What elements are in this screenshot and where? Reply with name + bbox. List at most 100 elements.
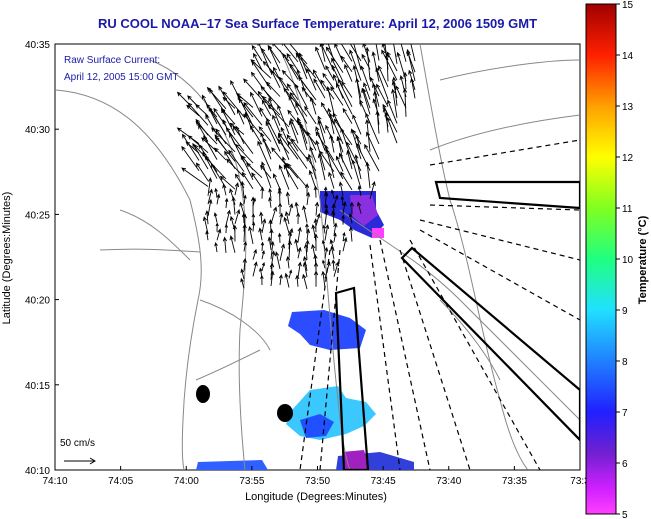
current-vector-arrow xyxy=(252,248,257,260)
current-vector-arrow xyxy=(240,277,245,289)
current-vector-arrow xyxy=(270,250,276,270)
current-vector-arrow xyxy=(290,138,308,160)
current-vector-arrow xyxy=(235,143,254,164)
colorbar-tick-label: 7 xyxy=(622,408,628,419)
current-vector-arrow xyxy=(329,134,335,153)
colorbar-tick-label: 12 xyxy=(622,153,634,164)
current-vector-arrow xyxy=(406,48,416,82)
colorbar-tick-label: 11 xyxy=(622,204,633,215)
current-vector-arrow xyxy=(251,44,263,62)
box-east xyxy=(434,180,580,210)
current-vector-arrow xyxy=(222,91,245,118)
current-vector-arrow xyxy=(403,71,408,90)
current-vector-arrow xyxy=(309,146,317,163)
current-vector-arrow xyxy=(277,202,283,215)
current-vector-arrow xyxy=(362,44,371,63)
current-vector-arrow xyxy=(333,261,340,277)
current-vector-arrow xyxy=(246,162,263,179)
buoy-marker-1 xyxy=(196,385,210,403)
current-vector-arrow xyxy=(294,201,299,214)
current-vector-arrow xyxy=(302,205,308,223)
current-vector-arrow xyxy=(224,223,229,234)
sst-patch-bottom-warm xyxy=(342,450,370,470)
current-vector-arrow xyxy=(270,240,275,260)
current-vector-arrow xyxy=(181,167,209,187)
x-tick-label: 73:55 xyxy=(239,476,264,487)
current-vector-arrow xyxy=(364,143,380,172)
x-tick-label: 74:05 xyxy=(108,476,133,487)
current-vector-arrow xyxy=(286,163,308,188)
current-vector-arrow xyxy=(342,201,347,214)
current-vector-arrow xyxy=(331,210,336,225)
current-vector-arrow xyxy=(288,269,293,279)
x-axis-ticks: 74:10 74:05 74:00 73:55 73:50 73:45 73:40 73:35… xyxy=(42,466,590,487)
current-vector-arrow xyxy=(278,164,290,190)
current-vector-arrow xyxy=(333,118,353,146)
current-vector-arrow xyxy=(207,177,213,196)
current-vector-arrow xyxy=(336,82,353,115)
current-vector-arrow xyxy=(329,112,344,145)
x-axis-label: Longitude (Degrees:Minutes) xyxy=(245,491,387,503)
current-vector-arrow xyxy=(268,196,272,208)
current-vector-arrow xyxy=(357,185,362,196)
current-vector-arrow xyxy=(204,210,210,225)
current-vector-arrow xyxy=(365,112,380,145)
current-vector-arrow xyxy=(297,226,302,243)
current-vector-arrow xyxy=(251,221,256,232)
current-vector-arrow xyxy=(278,132,299,160)
current-vector-arrow xyxy=(243,101,263,126)
current-vector-arrow xyxy=(295,274,300,287)
current-vector-arrow xyxy=(311,224,317,242)
current-vector-arrow xyxy=(261,99,272,117)
current-vector-arrow xyxy=(288,120,299,144)
current-vector-arrow xyxy=(409,77,416,99)
current-vector-arrow xyxy=(228,149,245,172)
current-vector-arrow xyxy=(400,44,407,62)
current-vector-arrow xyxy=(272,173,281,190)
current-vector-arrow xyxy=(269,262,275,280)
y-tick-label: 40:15 xyxy=(25,381,50,392)
current-vector-arrow xyxy=(284,210,290,225)
current-vector-arrow xyxy=(296,212,301,225)
legend-title: Raw Surface Current: xyxy=(64,55,161,66)
colorbar xyxy=(585,3,617,515)
current-vector-arrow xyxy=(317,119,326,144)
current-vector-arrow xyxy=(284,272,290,288)
x-tick-label: 73:50 xyxy=(305,476,330,487)
current-vector-arrow xyxy=(384,111,389,133)
current-vector-arrow xyxy=(265,81,281,97)
current-vector-arrow xyxy=(384,52,390,82)
current-vector-arrow xyxy=(290,117,299,136)
current-vector-arrow xyxy=(301,86,317,106)
colorbar-tick-label: 13 xyxy=(622,102,634,113)
current-vector-arrow xyxy=(324,208,329,226)
current-vector-arrow xyxy=(330,189,335,199)
sst-patch-middle xyxy=(288,310,366,350)
box-vertical xyxy=(334,286,370,470)
current-vector-arrow xyxy=(309,96,317,115)
current-vector-arrow xyxy=(205,230,209,241)
current-vector-arrow xyxy=(349,44,362,62)
current-vector-arrow xyxy=(360,65,371,91)
current-vector-arrow xyxy=(340,195,345,206)
current-vector-arrow xyxy=(324,261,331,279)
current-vector-arrow xyxy=(294,238,299,253)
current-vector-arrow xyxy=(253,52,263,71)
buoy-marker-2 xyxy=(277,404,293,422)
current-vector-arrow xyxy=(267,104,290,128)
current-vector-arrow xyxy=(302,261,308,278)
current-vector-arrow xyxy=(215,136,236,162)
current-vector-arrow xyxy=(202,216,209,234)
current-vector-arrow xyxy=(213,107,227,127)
colorbar-tick-label: 8 xyxy=(622,357,628,368)
current-vector-arrow xyxy=(381,49,398,81)
y-tick-label: 40:25 xyxy=(25,210,50,221)
current-vector-arrow xyxy=(289,44,308,65)
current-vector-arrow xyxy=(340,44,353,62)
colorbar-label: Temperature (°C) xyxy=(637,215,649,304)
current-vector-arrow xyxy=(297,261,302,278)
current-vector-arrow xyxy=(387,99,398,124)
current-vector-arrow xyxy=(302,273,308,290)
current-vector-arrow xyxy=(243,240,248,252)
